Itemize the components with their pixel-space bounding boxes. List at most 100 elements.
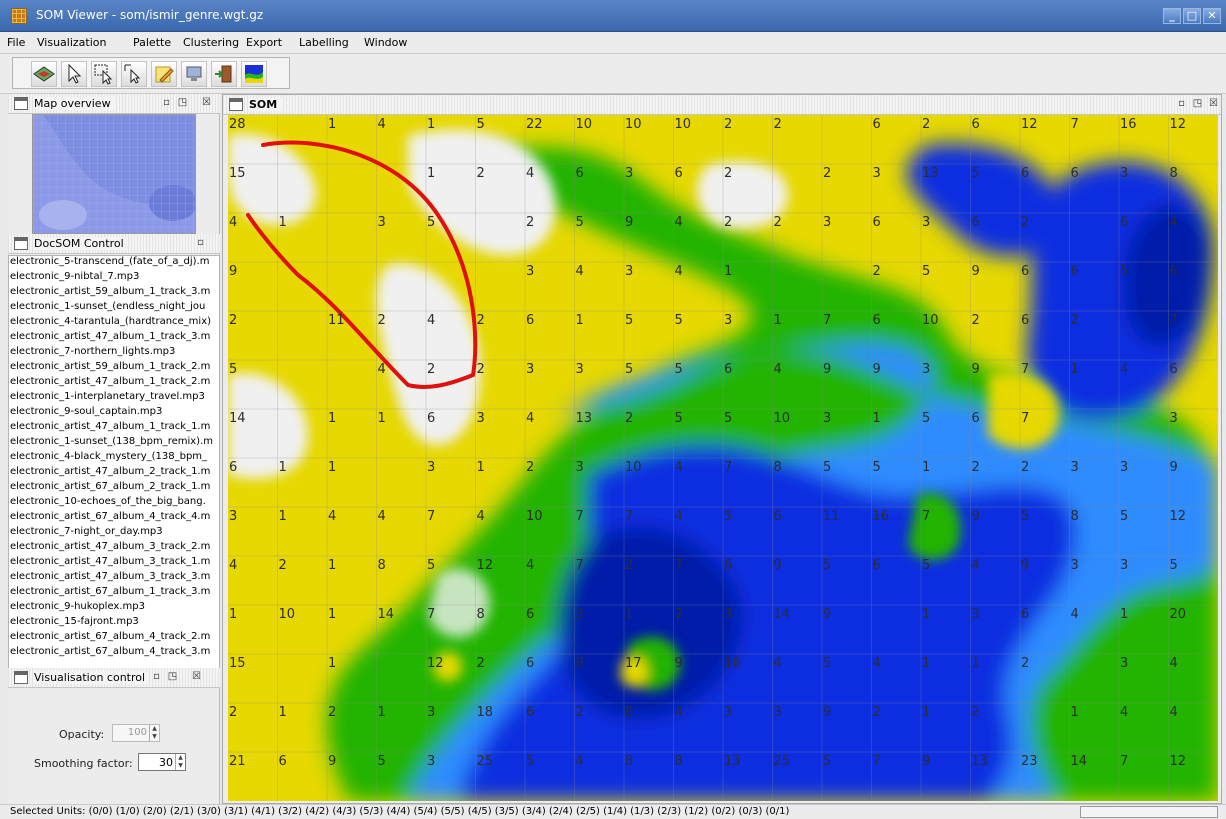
document-list-item[interactable]: electronic_1-sunset_(endless_night_jou bbox=[10, 301, 206, 312]
unit-count-label: 4 bbox=[526, 558, 535, 573]
document-list-item[interactable]: electronic_artist_67_album_2_track_1.m bbox=[10, 481, 211, 492]
document-list-item[interactable]: electronic_artist_67_album_4_track_2.m bbox=[10, 631, 211, 642]
document-list-item[interactable]: electronic_artist_47_album_1_track_3.m bbox=[10, 331, 211, 342]
unit-count-label: 9 bbox=[823, 607, 832, 622]
unit-count-label: 1 bbox=[1120, 607, 1129, 622]
map-overview-thumbnail[interactable] bbox=[32, 114, 196, 234]
map-overview-titlebar[interactable]: Map overview ▫ ◳ ☒ bbox=[8, 94, 220, 114]
monitor-icon bbox=[186, 66, 202, 81]
vis-control-titlebar[interactable]: Visualisation control ▫ ◳ ☒ bbox=[8, 668, 220, 688]
menu-clustering[interactable]: Clustering bbox=[183, 36, 240, 49]
unit-count-label: 14 bbox=[377, 607, 395, 622]
cluster-select-button[interactable] bbox=[121, 61, 147, 87]
maximize-icon[interactable]: ◳ bbox=[167, 671, 178, 682]
monitor-button[interactable] bbox=[181, 61, 207, 87]
unit-count-label: 7 bbox=[724, 460, 733, 475]
pointer-select-button[interactable] bbox=[61, 61, 87, 87]
close-icon[interactable]: ☒ bbox=[1209, 98, 1218, 109]
unit-count-label: 3 bbox=[724, 607, 733, 622]
undock-icon[interactable]: ▫ bbox=[197, 237, 204, 248]
unit-count-label: 4 bbox=[1120, 362, 1129, 377]
close-icon[interactable]: ☒ bbox=[202, 97, 211, 108]
document-list-item[interactable]: electronic_artist_47_album_3_track_2.m bbox=[10, 541, 211, 552]
unit-count-label: 15 bbox=[229, 656, 246, 671]
maximize-button[interactable]: □ bbox=[1183, 8, 1201, 24]
unit-count-label: 8 bbox=[674, 754, 683, 769]
visualisation-control-frame: Visualisation control ▫ ◳ ☒ Opacity: 100… bbox=[8, 668, 220, 804]
document-list-item[interactable]: electronic_artist_67_album_4_track_3.m bbox=[10, 646, 211, 657]
maximize-icon[interactable]: ◳ bbox=[177, 97, 188, 108]
document-list-item[interactable]: electronic_artist_47_album_3_track_3.m bbox=[10, 571, 211, 582]
document-list-item[interactable]: electronic_7-northern_lights.mp3 bbox=[10, 346, 176, 357]
document-list-item[interactable]: electronic_artist_47_album_1_track_1.m bbox=[10, 421, 211, 432]
unit-count-label: 3 bbox=[427, 460, 436, 475]
unit-count-label: 9 bbox=[1021, 558, 1030, 573]
unit-count-label: 5 bbox=[823, 754, 832, 769]
document-list-item[interactable]: electronic_artist_59_album_1_track_3.m bbox=[10, 286, 211, 297]
docsom-titlebar[interactable]: DocSOM Control ▫ bbox=[8, 234, 220, 254]
undock-icon[interactable]: ▫ bbox=[153, 671, 160, 682]
unit-count-label: 13 bbox=[971, 754, 989, 769]
opacity-value: 100 bbox=[127, 727, 147, 738]
unit-count-label: 2 bbox=[922, 117, 931, 132]
minimize-button[interactable]: _ bbox=[1163, 8, 1181, 24]
unit-count-label: 3 bbox=[427, 754, 436, 769]
rectangle-select-button[interactable] bbox=[91, 61, 117, 87]
unit-count-label: 6 bbox=[1120, 215, 1129, 230]
unit-count-label: 6 bbox=[1021, 264, 1030, 279]
undock-icon[interactable]: ▫ bbox=[1178, 98, 1185, 109]
document-list-item[interactable]: electronic_artist_47_album_1_track_2.m bbox=[10, 376, 211, 387]
document-list-item[interactable]: electronic_10-echoes_of_the_big_bang. bbox=[10, 496, 206, 507]
menu-file[interactable]: File bbox=[7, 36, 26, 49]
unit-count-label: 2 bbox=[476, 313, 485, 328]
menu-window[interactable]: Window bbox=[364, 36, 408, 49]
document-list-item[interactable]: electronic_artist_67_album_1_track_3.m bbox=[10, 586, 211, 597]
document-list-item[interactable]: electronic_1-interplanetary_travel.mp3 bbox=[10, 391, 205, 402]
unit-count-label: 1 bbox=[1070, 362, 1079, 377]
unit-count-label: 2 bbox=[229, 313, 238, 328]
unit-count-label: 7 bbox=[625, 509, 634, 524]
document-list-item[interactable]: electronic_9-hukoplex.mp3 bbox=[10, 601, 145, 612]
document-list-item[interactable]: electronic_9-soul_captain.mp3 bbox=[10, 406, 163, 417]
unit-count-label: 2 bbox=[328, 705, 337, 720]
document-list-item[interactable]: electronic_9-nibtal_7.mp3 bbox=[10, 271, 140, 282]
undock-icon[interactable]: ▫ bbox=[163, 97, 170, 108]
close-icon[interactable]: ☒ bbox=[192, 671, 201, 682]
spinner-arrows-icon[interactable]: ▲ ▼ bbox=[149, 725, 159, 741]
palette-image-icon bbox=[245, 65, 263, 83]
layer-tool-button[interactable] bbox=[31, 61, 57, 87]
document-list-item[interactable]: electronic_4-black_mystery_(138_bpm_ bbox=[10, 451, 208, 462]
document-list-item[interactable]: electronic_artist_47_album_2_track_1.m bbox=[10, 466, 211, 477]
document-list-item[interactable]: electronic_15-fajront.mp3 bbox=[10, 616, 139, 627]
menu-palette[interactable]: Palette bbox=[133, 36, 172, 49]
document-list-item[interactable]: electronic_4-tarantula_(hardtrance_mix) bbox=[10, 316, 212, 327]
menu-export[interactable]: Export bbox=[246, 36, 283, 49]
menu-labelling[interactable]: Labelling bbox=[299, 36, 349, 49]
document-list-item[interactable]: electronic_5-transcend_(fate_of_a_dj).m bbox=[10, 256, 210, 267]
unit-count-label: 1 bbox=[773, 313, 782, 328]
document-list-item[interactable]: electronic_7-night_or_day.mp3 bbox=[10, 526, 163, 537]
pencil-button[interactable] bbox=[151, 61, 177, 87]
smoothing-spinner[interactable]: 30 ▲ ▼ bbox=[138, 753, 186, 771]
document-list-item[interactable]: electronic_artist_67_album_4_track_4.m bbox=[10, 511, 211, 522]
spinner-arrows-icon[interactable]: ▲ ▼ bbox=[175, 754, 185, 770]
palette-button[interactable] bbox=[241, 61, 267, 87]
progress-box bbox=[1080, 806, 1218, 818]
unit-count-label: 5 bbox=[1120, 264, 1129, 279]
unit-count-label: 7 bbox=[1021, 362, 1030, 377]
document-list-item[interactable]: electronic_artist_59_album_1_track_2.m bbox=[10, 361, 211, 372]
document-list-item[interactable]: electronic_artist_47_album_3_track_1.m bbox=[10, 556, 211, 567]
maximize-icon[interactable]: ◳ bbox=[1192, 98, 1203, 109]
map-overview-title: Map overview bbox=[34, 97, 115, 110]
close-button[interactable]: ✕ bbox=[1203, 8, 1221, 24]
unit-count-label: 5 bbox=[526, 754, 535, 769]
unit-count-label: 1 bbox=[328, 656, 337, 671]
document-list-item[interactable]: electronic_1-sunset_(138_bpm_remix).m bbox=[10, 436, 213, 447]
menu-visualization[interactable]: Visualization bbox=[37, 36, 107, 49]
unit-count-label: 6 bbox=[674, 166, 683, 181]
som-map[interactable]: 28 1 4 1 5 22 10 10 10 2 2 6 2 6 12 7 16 12 15 1 2 4 6 3 6 2 2 3 13 5… bbox=[228, 115, 1218, 801]
opacity-spinner[interactable]: 100 ▲ ▼ bbox=[112, 724, 160, 742]
exit-button[interactable] bbox=[211, 61, 237, 87]
som-titlebar[interactable]: SOM ▫ ◳ ☒ bbox=[223, 95, 1221, 115]
